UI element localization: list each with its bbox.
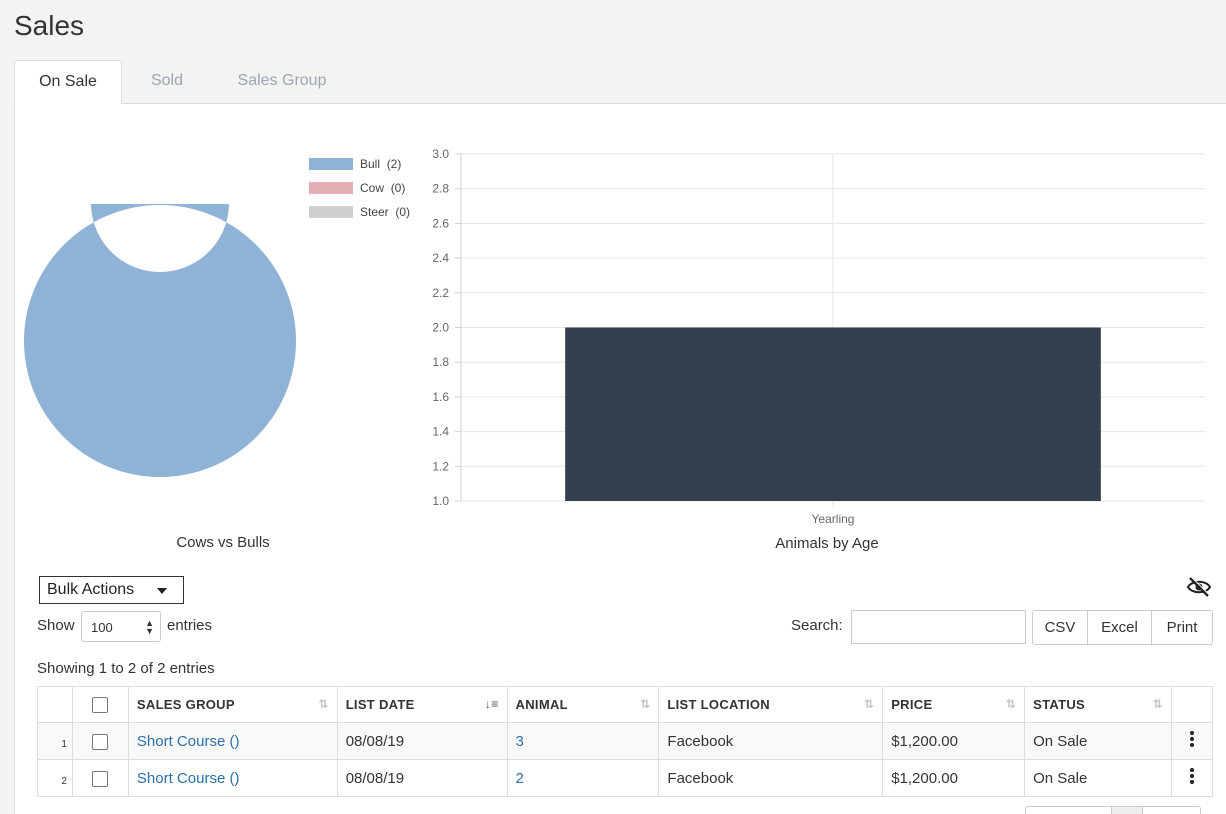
actions-header <box>1170 686 1214 723</box>
print-button[interactable]: Print <box>1151 610 1213 645</box>
price-cell: $1,200.00 <box>882 759 1026 797</box>
legend-swatch <box>309 158 353 170</box>
sales-group-link[interactable]: Short Course () <box>136 732 240 750</box>
row-select-cell <box>71 722 129 760</box>
column-header-price[interactable]: PRICE ⇅ <box>882 686 1026 723</box>
y-tick-label: 2.6 <box>432 216 449 230</box>
select-all-header <box>71 686 129 723</box>
list-date-cell: 08/08/19 <box>336 722 508 760</box>
column-header-sales-group[interactable]: SALES GROUP ⇅ <box>127 686 338 723</box>
tab-on-sale[interactable]: On Sale <box>14 60 122 105</box>
tab-bar: On Sale Sold Sales Group <box>14 60 1226 105</box>
sort-icon: ⇅ <box>640 697 651 711</box>
legend-count: (0) <box>390 181 406 195</box>
donut-slice-bull[interactable] <box>23 134 296 478</box>
tab-panel-on-sale: Bull (2) Cow (0) Steer (0) Cows vs Bulls… <box>14 104 1226 814</box>
y-tick-label: 2.4 <box>432 251 449 265</box>
sort-icon: ⇅ <box>863 697 875 711</box>
legend-swatch <box>309 182 353 194</box>
list-location-cell: Facebook <box>658 722 884 760</box>
status-cell: On Sale <box>1024 759 1172 797</box>
legend-swatch <box>309 206 353 218</box>
bulk-actions-dropdown[interactable]: Bulk Actions <box>39 576 184 604</box>
sales-group-link[interactable]: Short Course () <box>136 769 240 787</box>
y-tick-label: 2.2 <box>432 286 449 300</box>
animal-link[interactable]: 2 <box>515 769 524 787</box>
table-row: 2 Short Course () 08/08/19 2 Facebook $1… <box>37 759 1214 797</box>
search-label: Search: <box>791 617 843 634</box>
row-checkbox[interactable] <box>92 770 109 787</box>
csv-button[interactable]: CSV <box>1032 610 1088 645</box>
tab-sold[interactable]: Sold <box>150 72 184 89</box>
caret-down-icon <box>157 588 167 594</box>
eye-slash-icon[interactable] <box>1186 576 1212 598</box>
row-checkbox[interactable] <box>92 733 109 750</box>
donut-svg <box>23 134 296 478</box>
cows-vs-bulls-chart <box>23 134 297 478</box>
sort-icon: ⇅ <box>318 697 329 711</box>
index-header <box>37 686 73 723</box>
column-header-list-location[interactable]: LIST LOCATION ⇅ <box>658 686 884 723</box>
table-row: 1 Short Course () 08/08/19 3 Facebook $1… <box>37 722 1214 760</box>
list-date-cell: 08/08/19 <box>336 759 508 797</box>
tab-sales-group[interactable]: Sales Group <box>237 72 327 89</box>
y-tick-label: 1.6 <box>432 390 449 404</box>
y-tick-label: 1.8 <box>432 355 449 369</box>
page-length-value: 100 <box>91 620 113 635</box>
animals-by-age-chart: 1.0 1.2 1.4 1.6 1.8 2.0 2.2 2.4 2.6 2.8 3.0 Yearlin… <box>432 147 1205 526</box>
sort-desc-icon: ↓≡ <box>484 697 499 711</box>
pagination[interactable] <box>1025 806 1201 814</box>
entries-label: entries <box>167 617 213 634</box>
column-header-animal[interactable]: ANIMAL ⇅ <box>506 686 660 723</box>
bar-yearling[interactable] <box>565 327 1101 502</box>
legend-label: Cow <box>360 181 385 195</box>
updown-arrows-icon: ▲ ▼ <box>145 618 154 636</box>
select-all-checkbox[interactable] <box>92 696 109 713</box>
row-actions-icon[interactable] <box>1189 766 1194 786</box>
row-actions-icon[interactable] <box>1189 729 1194 749</box>
y-tick-label: 2.0 <box>432 321 449 335</box>
legend-count: (0) <box>395 205 411 219</box>
animal-link[interactable]: 3 <box>515 732 524 750</box>
showing-info: Showing 1 to 2 of 2 entries <box>37 660 215 677</box>
y-tick-label: 1.2 <box>432 459 449 473</box>
bar-chart-caption: Animals by Age <box>775 535 879 552</box>
page-title: Sales <box>14 10 85 41</box>
column-header-status[interactable]: STATUS ⇅ <box>1024 686 1172 723</box>
y-tick-label: 2.8 <box>432 182 449 196</box>
sales-table: SALES GROUP ⇅ LIST DATE ↓≡ ANIMAL ⇅ LIST LO… <box>37 686 1214 797</box>
list-location-cell: Facebook <box>658 759 884 797</box>
row-index: 2 <box>37 759 73 797</box>
x-tick-label: Yearling <box>812 512 855 526</box>
legend-count: (2) <box>386 157 402 171</box>
excel-button[interactable]: Excel <box>1087 610 1152 645</box>
status-cell: On Sale <box>1024 722 1172 760</box>
search-input[interactable] <box>851 610 1026 644</box>
legend-label: Steer <box>360 205 389 219</box>
sort-icon: ⇅ <box>1005 697 1017 711</box>
show-label: Show <box>37 617 75 634</box>
y-tick-label: 1.0 <box>432 494 449 508</box>
table-header-row: SALES GROUP ⇅ LIST DATE ↓≡ ANIMAL ⇅ LIST LO… <box>37 686 1214 723</box>
bulk-actions-label: Bulk Actions <box>47 581 135 598</box>
donut-chart-caption: Cows vs Bulls <box>176 534 270 551</box>
row-select-cell <box>71 759 129 797</box>
sort-icon: ⇅ <box>1152 697 1163 711</box>
y-tick-label: 3.0 <box>432 147 449 161</box>
legend-label: Bull <box>360 157 381 171</box>
export-button-group: CSV Excel Print <box>1032 610 1213 645</box>
price-cell: $1,200.00 <box>882 722 1026 760</box>
row-index: 1 <box>37 722 73 760</box>
page-length-select[interactable]: 100 ▲ ▼ <box>81 611 161 642</box>
y-tick-label: 1.4 <box>432 425 449 439</box>
pagination-current[interactable] <box>1111 807 1143 814</box>
column-header-list-date[interactable]: LIST DATE ↓≡ <box>336 686 508 723</box>
